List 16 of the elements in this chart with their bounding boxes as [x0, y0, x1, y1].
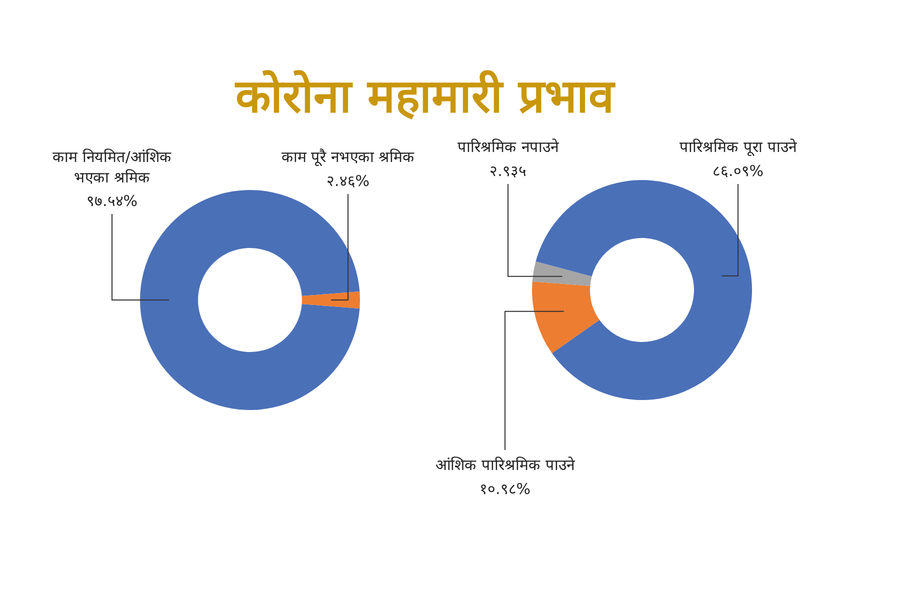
- chart-title: कोरोना महामारी प्रभाव: [234, 69, 616, 123]
- slice-label: काम पूरै नभएका श्रमिक: [281, 148, 415, 167]
- donut-slice: [532, 262, 592, 286]
- data-label: २.९३५: [490, 162, 526, 180]
- slice-label: पारिश्रमिक पूरा पाउने: [680, 138, 798, 157]
- donut-slice: [302, 292, 360, 308]
- data-label: ९७.५४%: [86, 192, 138, 210]
- donut-slice: [532, 281, 600, 354]
- donut-slice: [140, 190, 360, 410]
- donut-slice: [536, 180, 752, 400]
- data-label: १०.९८%: [479, 480, 531, 498]
- slice-label: आंशिक पारिश्रमिक पाउने: [436, 456, 576, 474]
- slice-label: काम नियमित/आंशिक भएका श्रमिक: [52, 148, 172, 186]
- data-label: २.४६%: [326, 172, 370, 190]
- slice-label: पारिश्रमिक नपाउने: [458, 138, 560, 156]
- data-label: ८६.०९%: [712, 162, 764, 180]
